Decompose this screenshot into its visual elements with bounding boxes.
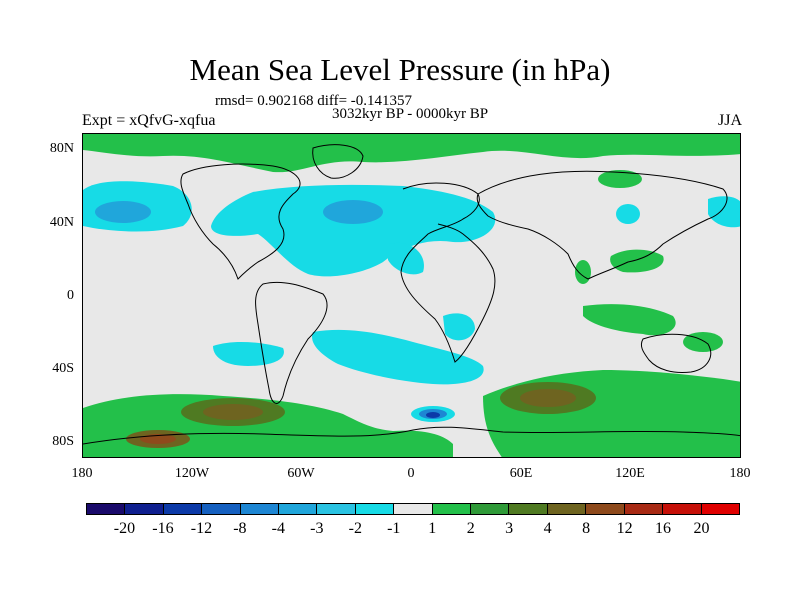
- colorbar-swatch: [624, 504, 664, 514]
- x-tick-label: 120E: [615, 466, 645, 481]
- colorbar-swatch: [586, 504, 625, 514]
- arctic-green-region: [83, 134, 740, 173]
- south-america-coast: [255, 281, 328, 404]
- y-tick-label: 40S: [52, 361, 74, 376]
- colorbar-swatch: [240, 504, 280, 514]
- colorbar-label: 16: [655, 520, 672, 537]
- central-pacific-cyan-region: [213, 341, 284, 366]
- colorbar-label: 2: [466, 520, 475, 537]
- south-africa-cyan-patch: [443, 313, 475, 341]
- europe-africa-coast: [400, 182, 496, 363]
- africa-cyan-region: [388, 242, 424, 275]
- colorbar: [86, 503, 740, 515]
- colorbar-swatch: [471, 504, 510, 514]
- y-tick-label: 80S: [52, 434, 74, 449]
- colorbar-swatch: [163, 504, 203, 514]
- colorbar-swatch: [202, 504, 241, 514]
- colorbar-label: -8: [233, 520, 247, 537]
- north-atlantic-cyan-region: [211, 184, 496, 277]
- y-tick-label: 80N: [49, 141, 74, 156]
- antarctic-dark-blue-core: [426, 412, 440, 418]
- colorbar-swatch: [355, 504, 395, 514]
- colorbar-label: -16: [152, 520, 174, 537]
- australia-coast: [640, 333, 712, 373]
- south-indian-brown-core: [520, 389, 576, 407]
- colorbar-label: -3: [310, 520, 324, 537]
- southern-indian-green-region: [483, 370, 740, 457]
- y-tick-label: 40N: [49, 215, 74, 230]
- x-tick-label: 60W: [287, 466, 315, 481]
- experiment-label: Expt = xQfvG-xqfua: [82, 112, 216, 129]
- y-tick-label: 0: [67, 288, 74, 303]
- colorbar-swatch: [317, 504, 356, 514]
- colorbar-swatch: [125, 504, 164, 514]
- colorbar-label: -2: [348, 520, 362, 537]
- map-plot-area: [82, 133, 741, 458]
- indonesia-green-region: [583, 304, 676, 336]
- australia-green-patch: [683, 332, 723, 352]
- coastlines: [83, 144, 740, 445]
- india-green-patch: [575, 260, 591, 284]
- colorbar-label: -4: [271, 520, 285, 537]
- colorbar-swatch: [701, 504, 739, 514]
- south-atlantic-cyan-region: [312, 329, 484, 385]
- x-tick-label: 180: [71, 466, 93, 481]
- colorbar-swatch: [663, 504, 702, 514]
- stats-line: rmsd= 0.902168 diff= -0.141357: [215, 93, 413, 109]
- period-line: 3032kyr BP - 0000kyr BP: [331, 106, 489, 122]
- east-asia-green-region: [610, 249, 664, 273]
- colorbar-label: -12: [190, 520, 213, 537]
- asia-coast: [476, 170, 728, 280]
- greenland-coast: [312, 144, 364, 179]
- colorbar-label: -1: [387, 520, 401, 537]
- map-canvas: [83, 134, 740, 457]
- colorbar-label: 3: [505, 520, 514, 537]
- siberia-green-patch: [598, 170, 642, 188]
- colorbar-swatch: [432, 504, 472, 514]
- antarctica-coast: [83, 426, 740, 445]
- colorbar-label: -20: [113, 520, 136, 537]
- x-tick-label: 60E: [509, 466, 533, 481]
- south-pacific-brown-core: [203, 404, 263, 420]
- east-pacific-cyan-region: [708, 196, 740, 228]
- colorbar-label: 8: [582, 520, 591, 537]
- colorbar-swatch: [509, 504, 548, 514]
- north-pacific-blue-core: [95, 201, 151, 223]
- colorbar-label: 4: [543, 520, 552, 537]
- x-tick-label: 120W: [174, 466, 210, 481]
- asia-cyan-patch: [616, 204, 640, 224]
- colorbar-swatch: [394, 504, 433, 514]
- chart-title: Mean Sea Level Pressure (in hPa): [189, 52, 611, 87]
- north-atlantic-blue-core: [323, 200, 383, 224]
- north-america-coast: [180, 163, 301, 280]
- colorbar-label: 1: [428, 520, 437, 537]
- colorbar-label: 20: [693, 520, 710, 537]
- season-label: JJA: [717, 112, 742, 129]
- colorbar-swatch: [87, 504, 126, 514]
- colorbar-label: 12: [616, 520, 633, 537]
- colorbar-swatch: [279, 504, 318, 514]
- x-tick-label: 180: [729, 466, 751, 481]
- colorbar-swatch: [547, 504, 587, 514]
- x-tick-label: 0: [407, 466, 415, 481]
